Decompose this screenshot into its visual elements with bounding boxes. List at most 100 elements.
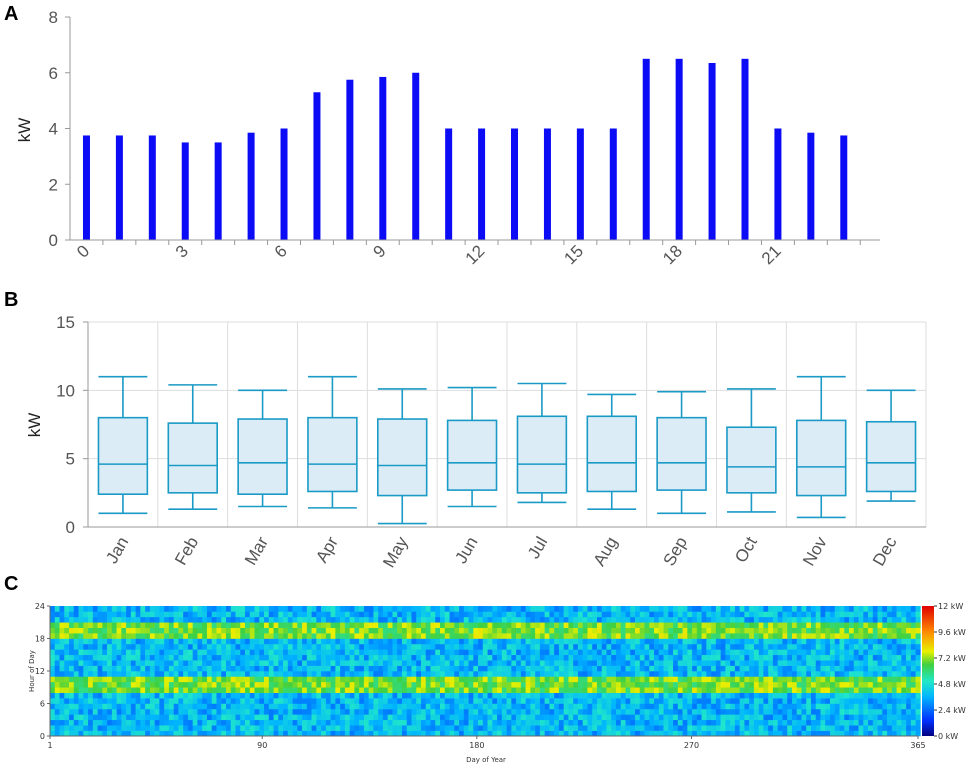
heatmap-cell	[183, 692, 189, 699]
heatmap-cell	[806, 719, 812, 726]
heatmap-cell	[520, 687, 526, 693]
heatmap-cell	[715, 622, 721, 628]
heatmap-cell	[801, 633, 807, 639]
heatmap-cell	[658, 681, 664, 688]
heatmap-cell	[221, 616, 227, 623]
heatmap-cell	[801, 643, 807, 650]
heatmap-cell	[744, 660, 750, 666]
heatmap-cell	[663, 643, 669, 650]
heatmap-cell	[425, 660, 431, 666]
heatmap-cell	[625, 627, 631, 634]
heatmap-cell	[54, 660, 60, 666]
heatmap-cell	[834, 730, 840, 737]
heatmap-cell	[554, 692, 560, 699]
heatmap-cell	[64, 703, 70, 710]
heatmap-cell	[373, 681, 379, 688]
heatmap-cell	[896, 719, 902, 726]
heatmap-cell	[801, 681, 807, 688]
heatmap-cell	[397, 730, 403, 737]
heatmap-cell	[387, 725, 393, 731]
heatmap-cell	[910, 730, 916, 737]
heatmap-cell	[321, 703, 327, 710]
heatmap-cell	[230, 627, 236, 634]
heatmap-cell	[711, 698, 717, 704]
heatmap-cell	[844, 654, 850, 661]
heatmap-cell	[839, 660, 845, 666]
heatmap-cell	[302, 719, 308, 726]
heatmap-cell	[211, 627, 217, 634]
heatmap-cell	[359, 638, 365, 645]
heatmap-cell	[264, 671, 270, 677]
heatmap-cell	[344, 654, 350, 661]
heatmap-cell	[321, 622, 327, 628]
heatmap-cell	[92, 708, 98, 715]
heatmap-cell	[349, 665, 355, 672]
heatmap-cell	[254, 649, 260, 656]
heatmap-cell	[468, 611, 474, 618]
heatmap-cell	[725, 611, 731, 618]
heatmap-cell	[891, 719, 897, 726]
heatmap-cell	[268, 622, 274, 628]
heatmap-cell	[50, 633, 56, 639]
heatmap-cell	[887, 681, 893, 688]
heatmap-cell	[763, 606, 769, 612]
heatmap-cell	[772, 725, 778, 731]
heatmap-cell	[202, 692, 208, 699]
heatmap-cell	[506, 616, 512, 623]
heatmap-cell	[539, 671, 545, 677]
heatmap-cell	[302, 671, 308, 677]
heatmap-cell	[858, 622, 864, 628]
heatmap-cell	[630, 606, 636, 612]
heatmap-cell	[520, 676, 526, 683]
heatmap-cell	[330, 714, 336, 721]
heatmap-cell	[844, 643, 850, 650]
heatmap-cell	[516, 627, 522, 634]
heatmap-cell	[582, 703, 588, 710]
heatmap-cell	[896, 627, 902, 634]
heatmap-cell	[796, 611, 802, 618]
heatmap-cell	[720, 638, 726, 645]
heatmap-cell	[492, 611, 498, 618]
heatmap-cell	[444, 725, 450, 731]
heatmap-cell	[259, 703, 265, 710]
heatmap-cell	[677, 660, 683, 666]
heatmap-cell	[278, 703, 284, 710]
panel-label-c: C	[4, 573, 18, 595]
heatmap-cell	[416, 665, 422, 672]
heatmap-cell	[630, 622, 636, 628]
heatmap-cell	[877, 665, 883, 672]
heatmap-cell	[772, 708, 778, 715]
heatmap-cell	[368, 687, 374, 693]
heatmap-cell	[758, 719, 764, 726]
heatmap-cell	[516, 649, 522, 656]
heatmap-cell	[877, 671, 883, 677]
heatmap-cell	[725, 698, 731, 704]
heatmap-cell	[596, 719, 603, 726]
heatmap-cell	[245, 725, 251, 731]
heatmap-cell	[877, 622, 883, 628]
heatmap-cell	[687, 708, 693, 715]
heatmap-cell	[211, 606, 217, 612]
heatmap-cell	[240, 671, 246, 677]
heatmap-cell	[539, 649, 545, 656]
heatmap-cell	[506, 633, 512, 639]
heatmap-cell	[283, 676, 289, 683]
heatmap-cell	[440, 611, 446, 618]
heatmap-cell	[587, 698, 593, 704]
heatmap-cell	[50, 665, 56, 672]
heatmap-cell	[311, 687, 317, 693]
heatmap-cell	[825, 671, 831, 677]
heatmap-cell	[820, 714, 826, 721]
heatmap-cell	[449, 671, 455, 677]
x-tick-label: 18	[659, 241, 686, 268]
heatmap-cell	[387, 649, 393, 656]
heatmap-cell	[387, 627, 393, 634]
heatmap-cell	[487, 638, 493, 645]
heatmap-cell	[720, 671, 726, 677]
heatmap-cell	[297, 698, 303, 704]
heatmap-cell	[506, 725, 512, 731]
heatmap-cell	[130, 698, 136, 704]
heatmap-cell	[868, 714, 874, 721]
heatmap-cell	[401, 660, 408, 666]
heatmap-cell	[720, 611, 726, 618]
